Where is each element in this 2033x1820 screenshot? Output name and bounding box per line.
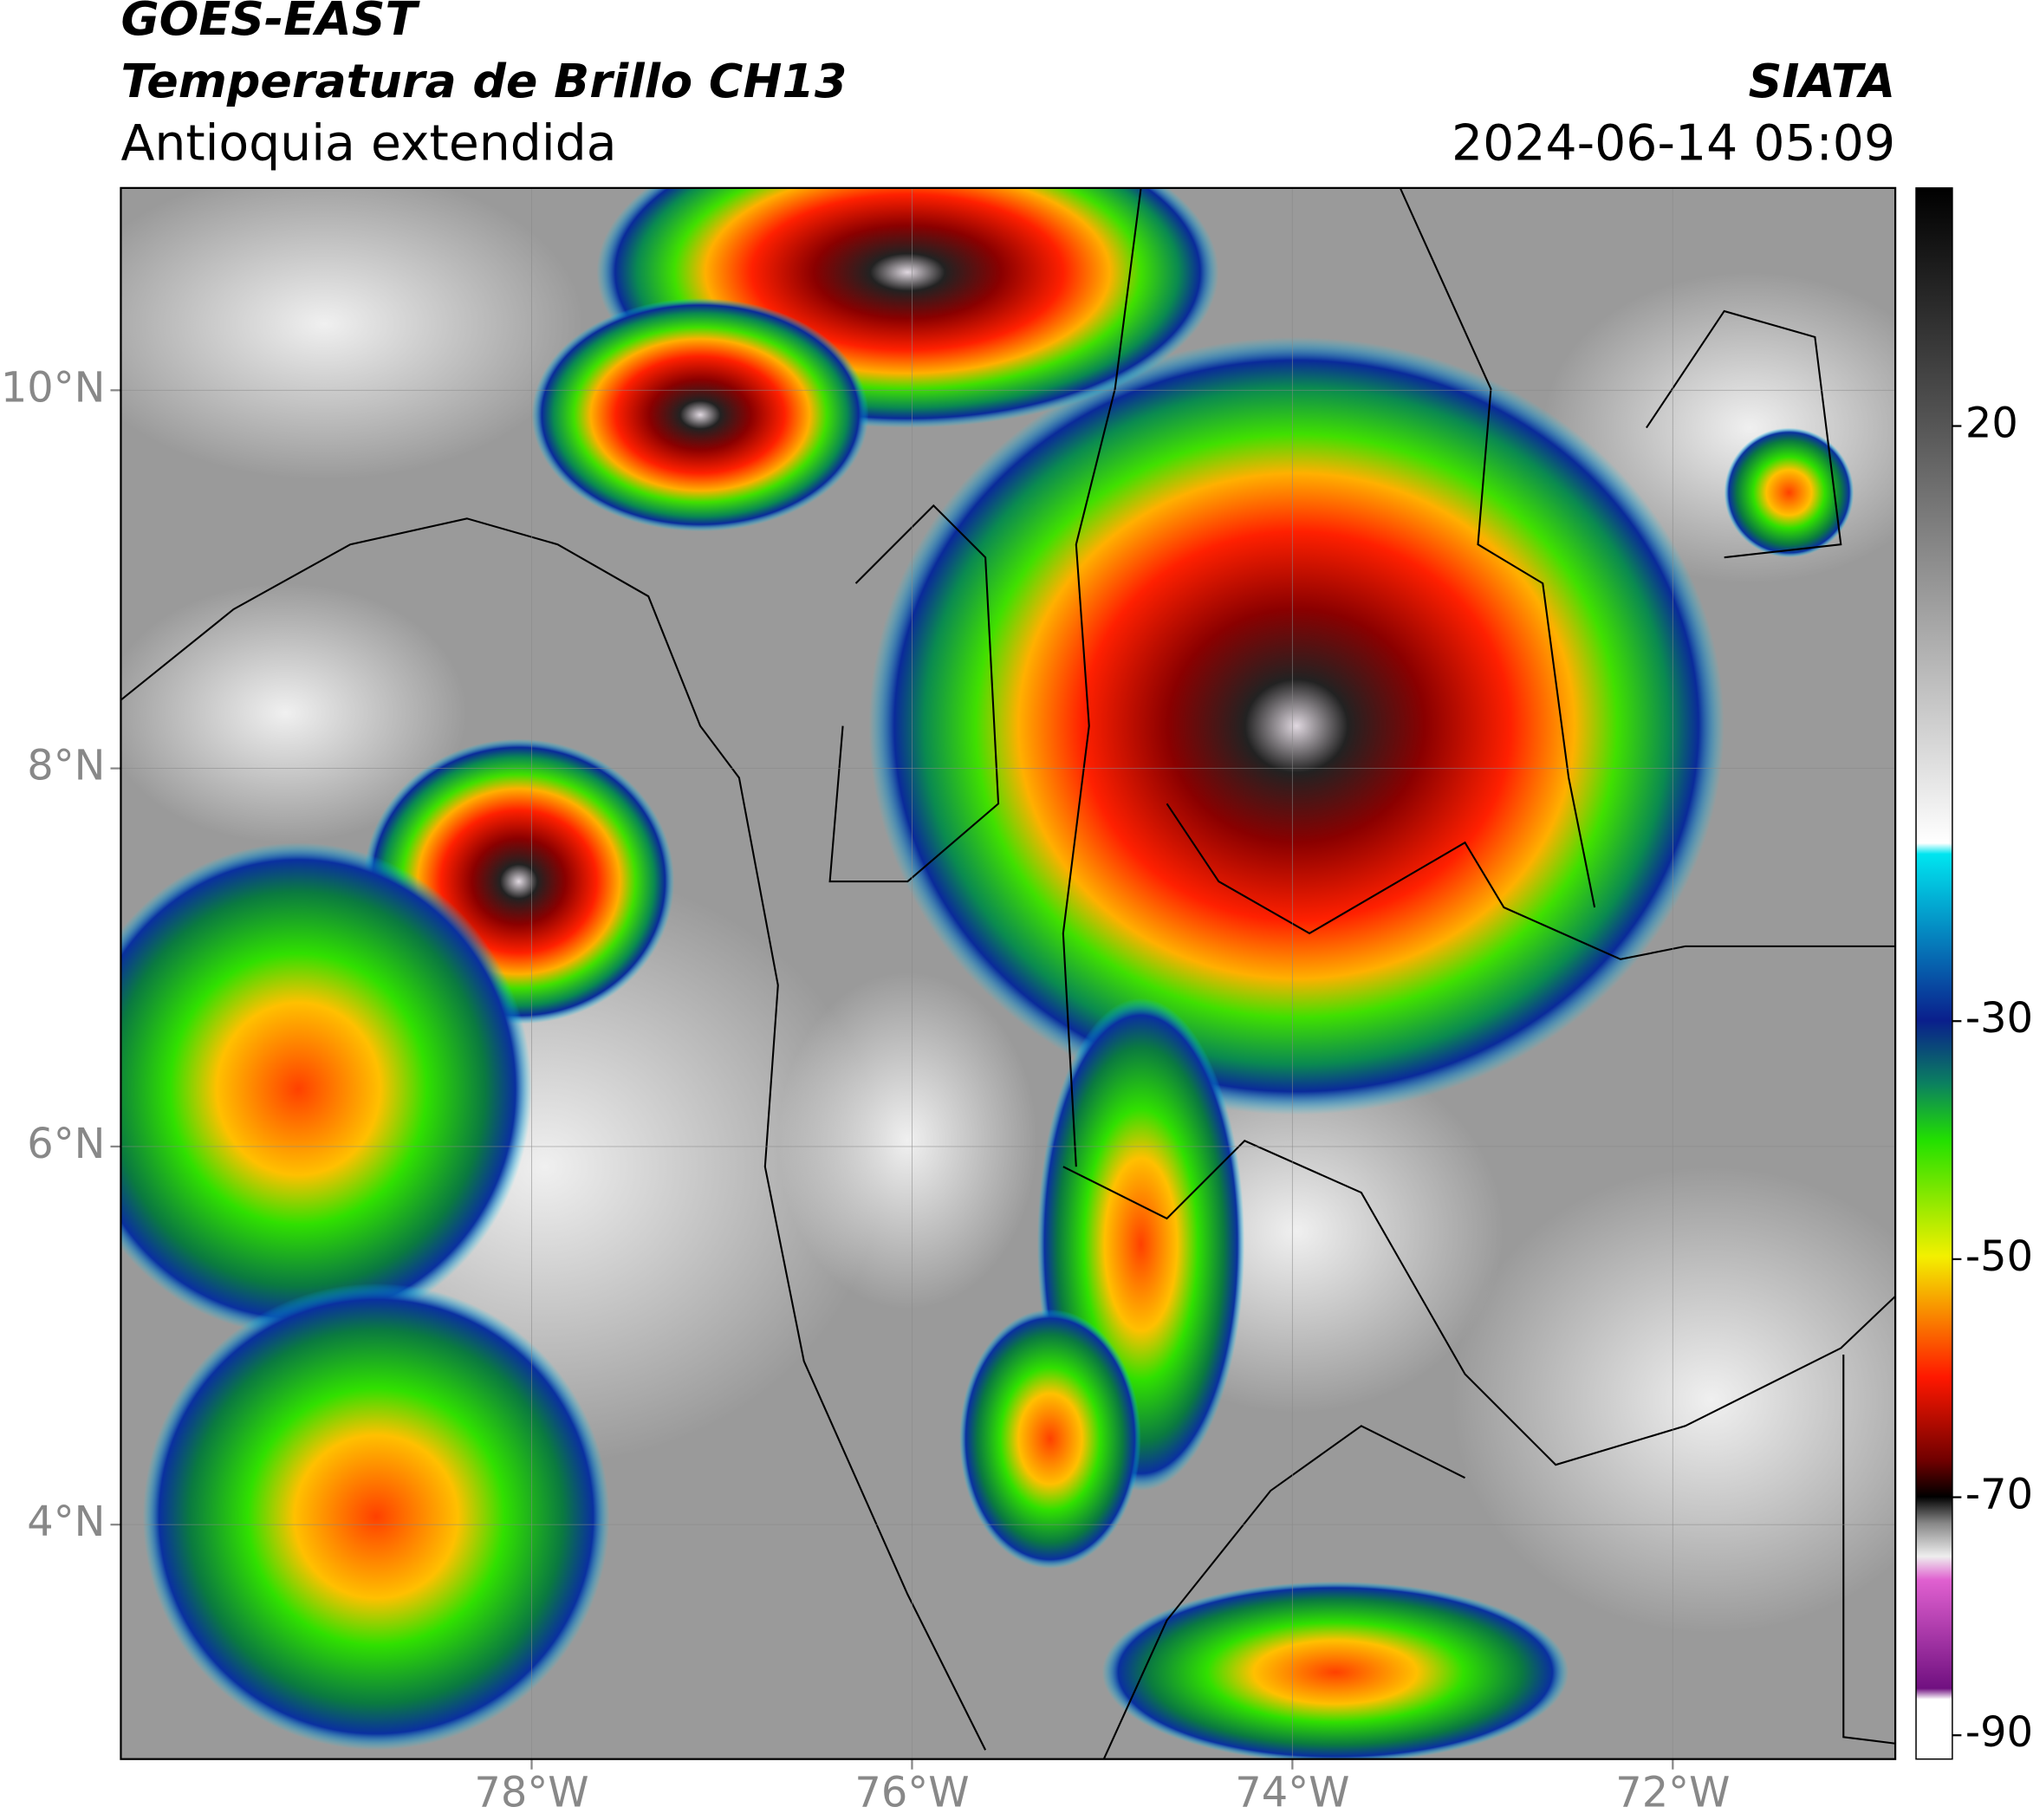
y-tick-label: 6°N (27, 1121, 105, 1168)
x-tick-label: 74°W (1235, 1770, 1349, 1817)
satellite: GOES-EAST (120, 0, 420, 46)
x-tick-label: 76°W (854, 1770, 969, 1817)
map-frame (120, 186, 1897, 1760)
colorbar (1915, 187, 1953, 1760)
y-tick-label: 8°N (27, 743, 105, 790)
x-tick-label: 78°W (474, 1770, 588, 1817)
colorbar-tick-label: -30 (1965, 995, 2033, 1043)
y-tick-label: 4°N (27, 1498, 105, 1546)
product: Temperatura de Brillo CH13 (120, 54, 847, 108)
colorbar-tick-label: -90 (1965, 1709, 2033, 1757)
y-tick-label: 10°N (1, 364, 106, 412)
agency: SIATA (1749, 54, 1896, 108)
colorbar-tick-label: -50 (1965, 1233, 2033, 1281)
colorbar-tick-label: -70 (1965, 1472, 2033, 1519)
region: Antioquia extendida (120, 115, 616, 172)
colorbar-tick-label: 20 (1965, 400, 2018, 448)
datetime: 2024-06-14 05:09 (1452, 115, 1895, 172)
colorbar-ticks: 20 -30 -50 -70 -90 (1952, 400, 2033, 1757)
map-image (120, 187, 1896, 1759)
x-tick-label: 72°W (1615, 1770, 1730, 1817)
grid: 78°W 76°W 74°W 72°W 4°N 6°N 8°N 10°N (1, 187, 1896, 1817)
